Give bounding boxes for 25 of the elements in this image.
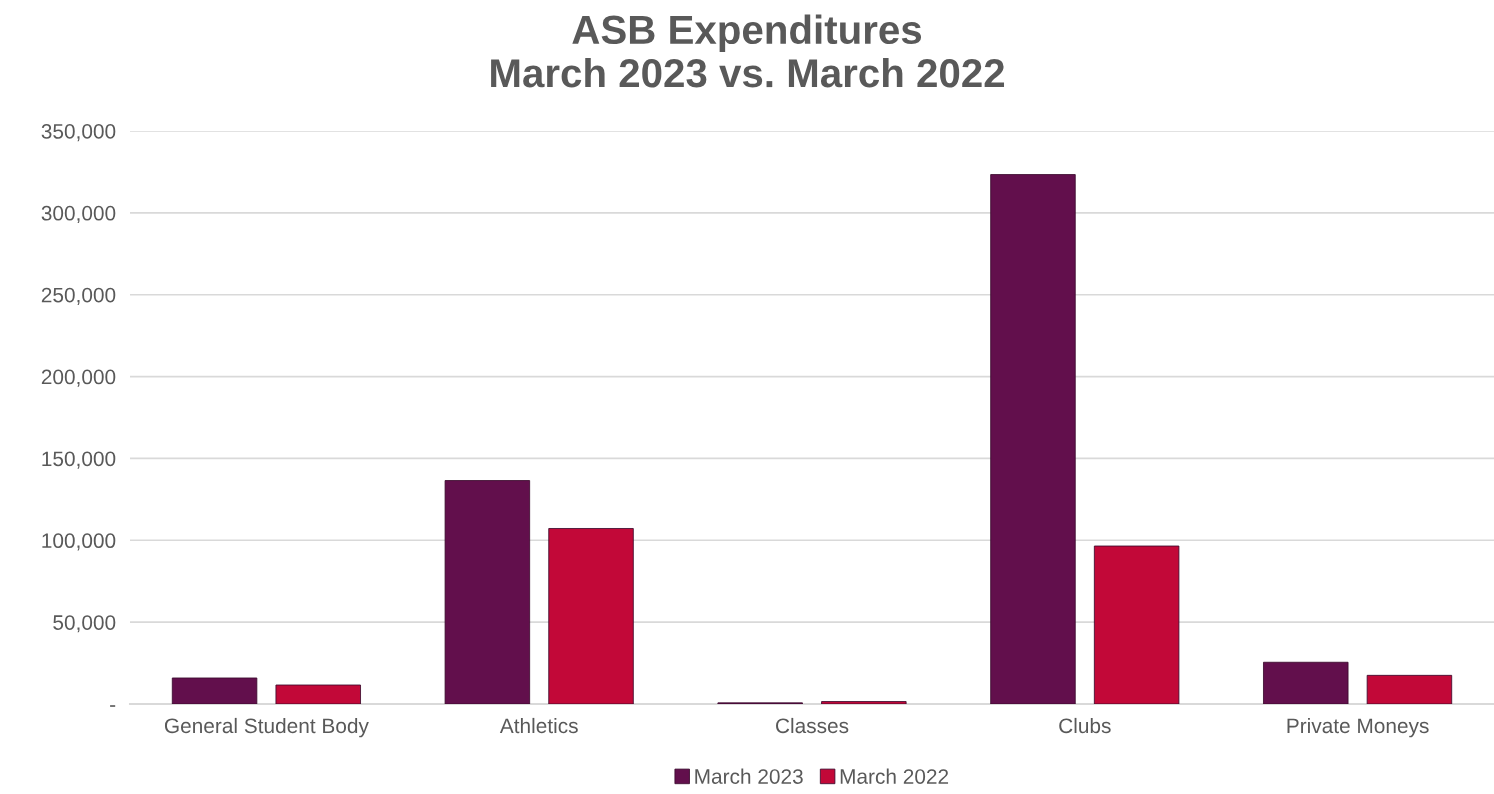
y-tick-label: 300,000 xyxy=(41,205,116,224)
bar xyxy=(171,677,258,704)
x-tick-label: Athletics xyxy=(499,717,578,734)
bar xyxy=(548,528,634,704)
bar xyxy=(821,701,907,704)
y-tick-label: 50,000 xyxy=(53,615,116,633)
legend-label: March 2022 xyxy=(840,768,949,784)
y-tick-label: 150,000 xyxy=(42,451,116,469)
bar xyxy=(1263,661,1349,704)
x-tick-label: General Student Body xyxy=(164,717,369,738)
y-tick-label: 100,000 xyxy=(42,533,116,551)
y-tick-label: 250,000 xyxy=(41,287,116,305)
chart-title: ASB Expenditures March 2023 vs. March 2022 xyxy=(491,14,1005,88)
bar xyxy=(1093,545,1180,704)
bar xyxy=(990,174,1076,704)
x-tick-label: Clubs xyxy=(1059,717,1111,734)
y-tick-label: 350,000 xyxy=(41,124,116,142)
y-tick-label: 200,000 xyxy=(41,369,116,387)
bar xyxy=(275,684,361,704)
x-tick-label: Private Moneys xyxy=(1287,717,1429,738)
bar xyxy=(444,480,531,704)
y-tick-label: - xyxy=(110,705,116,707)
legend-label: March 2023 xyxy=(695,768,803,784)
bar xyxy=(1366,674,1453,704)
x-tick-label: Classes xyxy=(776,717,849,734)
